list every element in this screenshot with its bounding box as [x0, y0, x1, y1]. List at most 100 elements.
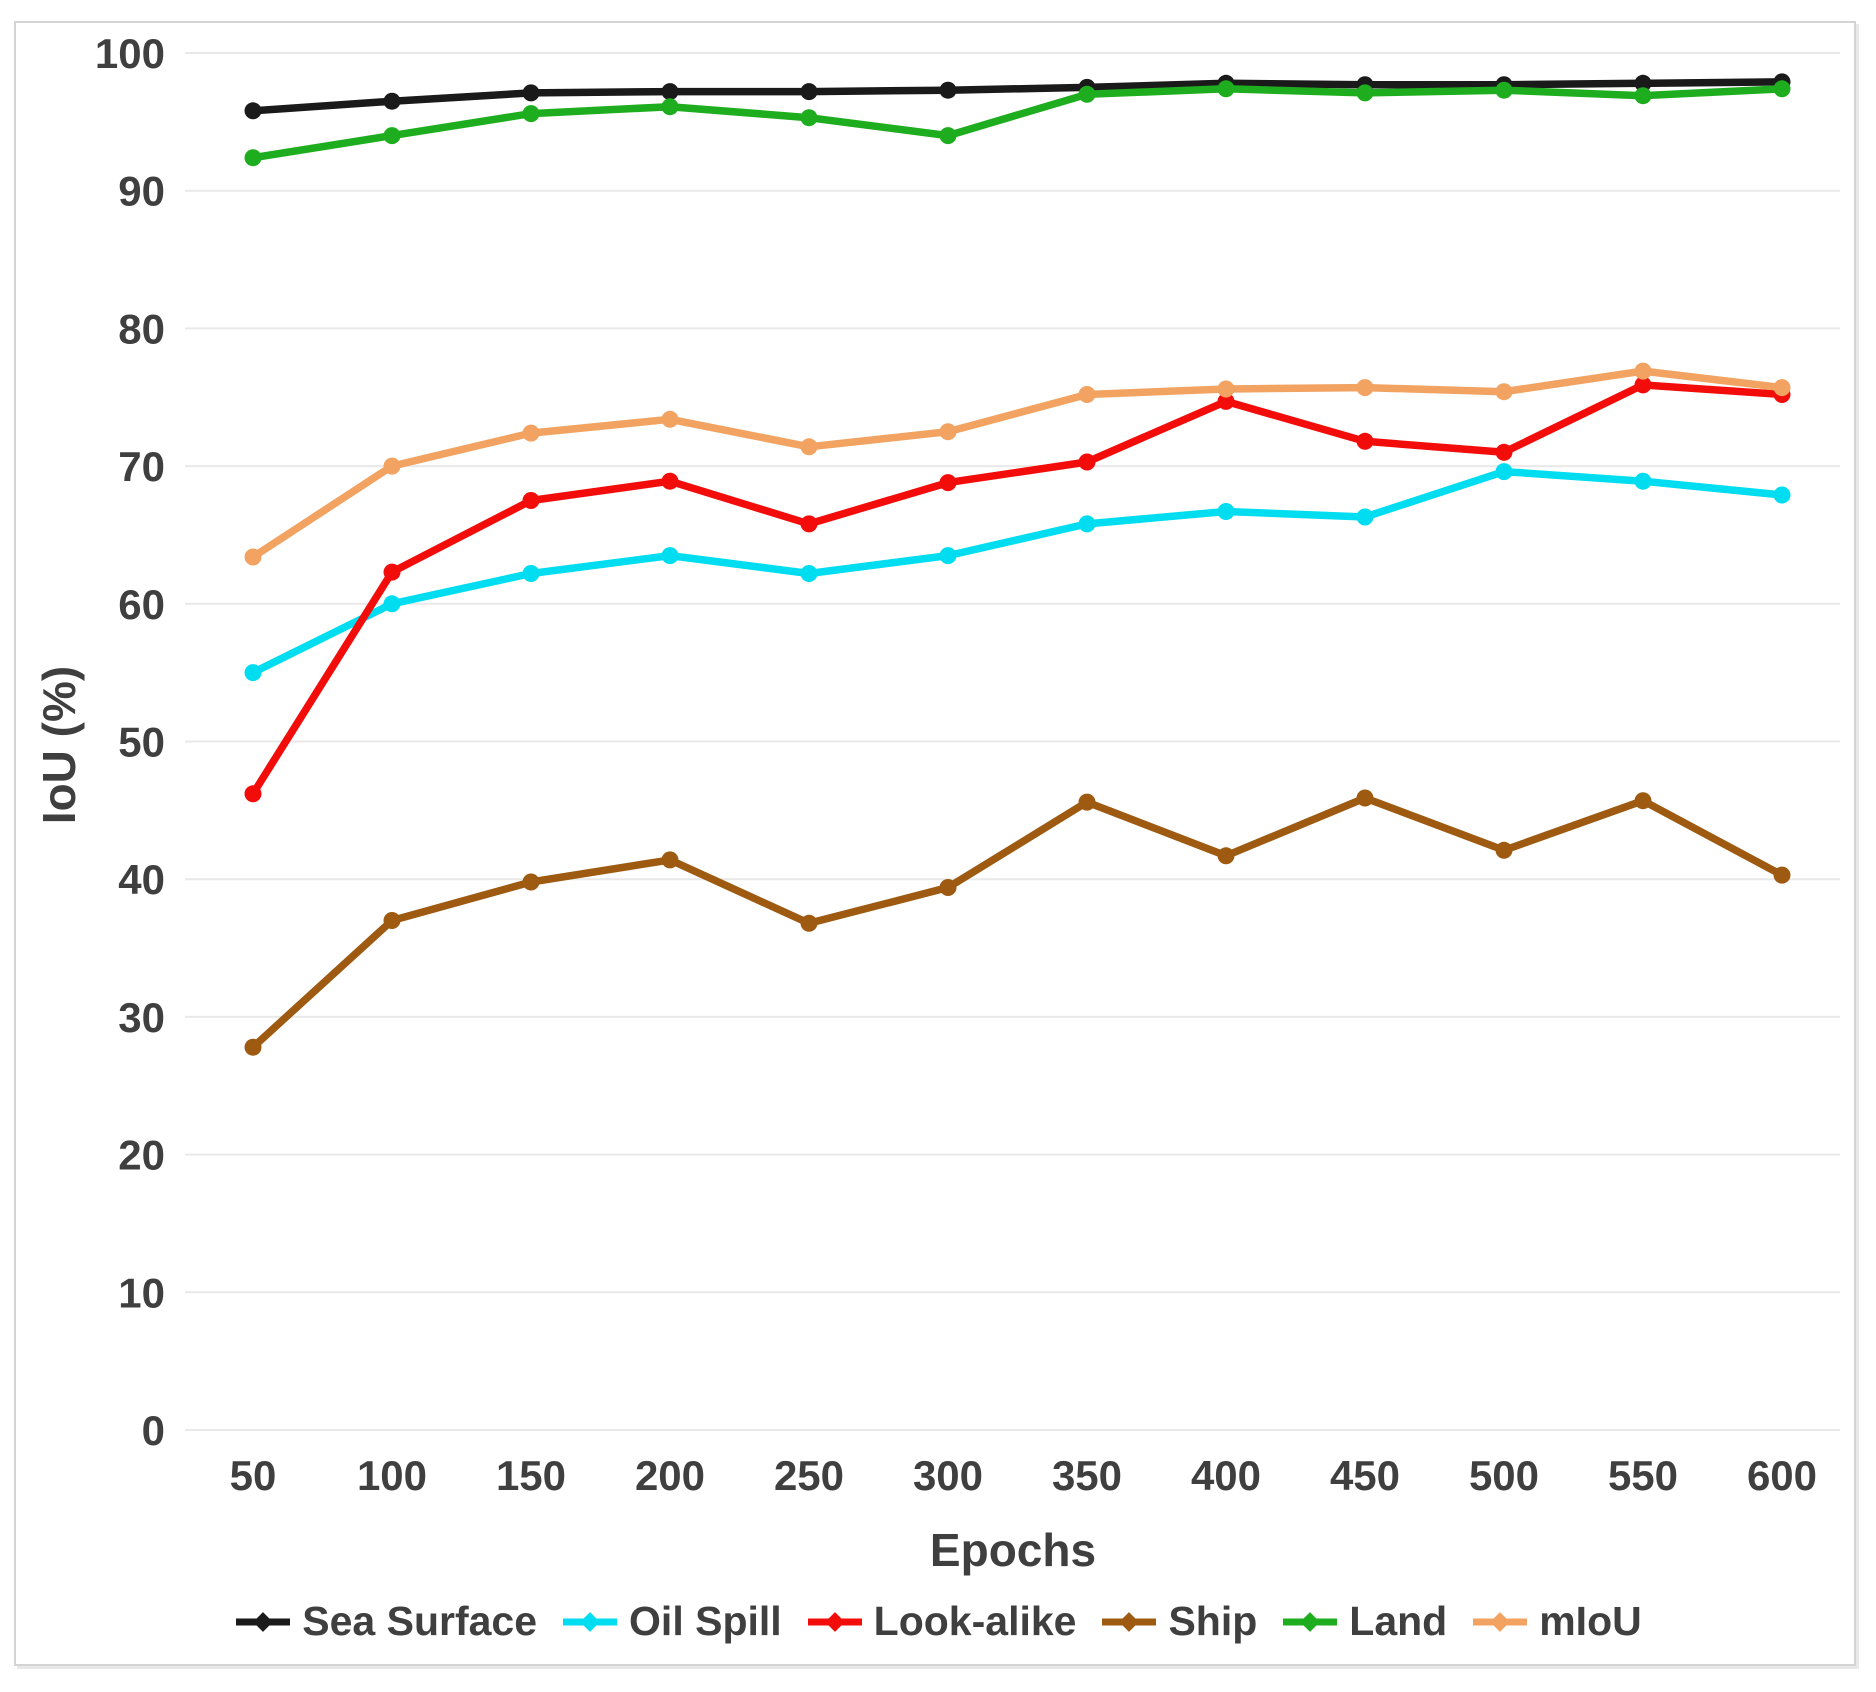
data-point-oil-spill	[1078, 515, 1096, 533]
data-point-miou	[939, 423, 957, 441]
y-tick-label: 50	[118, 719, 165, 766]
data-point-land	[244, 149, 262, 167]
data-point-land	[1634, 87, 1652, 105]
legend-item-sea-surface: Sea Surface	[234, 1598, 537, 1645]
data-point-miou	[1773, 379, 1791, 397]
legend-item-land: Land	[1281, 1598, 1447, 1645]
data-point-ship	[1773, 866, 1791, 884]
data-point-ship	[939, 879, 957, 896]
data-point-land	[1078, 85, 1096, 103]
series-land	[244, 80, 1791, 167]
data-point-oil-spill	[1773, 486, 1791, 504]
data-point-look-alike	[383, 563, 401, 581]
x-axis-title: Epochs	[930, 1524, 1096, 1576]
ticks-layer: 0 10 20 30 40 50 60 70 80 90 100 50 100 150 200 250 300 3…	[95, 30, 1817, 1499]
legend-item-oil-spill: Oil Spill	[561, 1598, 782, 1645]
x-tick-label: 450	[1330, 1452, 1400, 1499]
series-oil-spill	[244, 463, 1791, 682]
x-tick-label: 300	[913, 1452, 983, 1499]
data-point-oil-spill	[1495, 463, 1513, 481]
data-point-land	[800, 109, 818, 127]
y-tick-label: 100	[95, 30, 165, 77]
series-ship	[244, 789, 1791, 1056]
data-point-miou	[244, 548, 262, 566]
data-point-land	[383, 127, 401, 145]
data-point-ship	[244, 1038, 262, 1056]
data-point-miou	[661, 410, 679, 428]
data-point-miou	[1078, 386, 1096, 403]
x-tick-label: 350	[1052, 1452, 1122, 1499]
y-tick-label: 90	[118, 168, 165, 215]
data-point-oil-spill	[522, 565, 540, 582]
series-line-land	[249, 85, 1786, 162]
legend-label: Sea Surface	[302, 1598, 538, 1644]
data-point-ship	[1356, 789, 1374, 807]
data-point-miou	[1356, 379, 1374, 397]
series-look-alike	[244, 376, 1791, 803]
data-point-oil-spill	[800, 565, 818, 582]
data-point-land	[939, 127, 957, 145]
legend-label: Ship	[1168, 1598, 1258, 1644]
data-point-land	[522, 105, 540, 123]
y-tick-label: 60	[118, 581, 165, 628]
data-point-land	[1217, 80, 1235, 98]
data-point-oil-spill	[383, 595, 401, 613]
data-point-oil-spill	[1356, 508, 1374, 526]
data-point-ship	[800, 914, 818, 932]
data-point-ship	[661, 851, 679, 869]
data-point-sea-surface	[661, 83, 679, 101]
data-point-look-alike	[522, 492, 540, 509]
data-point-oil-spill	[661, 547, 679, 565]
data-point-miou	[522, 424, 540, 442]
data-point-oil-spill	[1217, 503, 1235, 520]
series-sea-surface	[244, 73, 1791, 120]
data-point-land	[1773, 80, 1791, 98]
x-tick-label: 600	[1747, 1452, 1817, 1499]
y-tick-label: 10	[118, 1269, 165, 1316]
data-point-look-alike	[1634, 376, 1652, 394]
data-point-look-alike	[244, 785, 262, 803]
series-line-ship	[249, 794, 1786, 1051]
legend-marker-icon	[807, 1611, 862, 1632]
data-point-land	[1356, 84, 1374, 102]
data-point-miou	[800, 438, 818, 456]
x-tick-label: 100	[357, 1452, 427, 1499]
legend-label: Land	[1349, 1598, 1448, 1644]
data-point-look-alike	[1078, 453, 1096, 471]
series-layer	[244, 73, 1791, 1056]
y-axis-title: IoU (%)	[33, 666, 85, 824]
x-tick-label: 50	[230, 1452, 277, 1499]
y-tick-label: 70	[118, 443, 165, 490]
data-point-ship	[522, 873, 540, 891]
legend-label: mIoU	[1539, 1598, 1642, 1644]
x-tick-label: 550	[1608, 1452, 1678, 1499]
x-tick-label: 250	[774, 1452, 844, 1499]
y-tick-label: 80	[118, 305, 165, 352]
data-point-look-alike	[1495, 443, 1513, 461]
legend-item-look-alike: Look-alike	[806, 1598, 1077, 1645]
legend-label: Look-alike	[873, 1598, 1077, 1644]
x-tick-label: 400	[1191, 1452, 1261, 1499]
data-point-ship	[1078, 793, 1096, 811]
data-point-ship	[1495, 841, 1513, 859]
legend-marker-icon	[1473, 1611, 1528, 1632]
data-point-oil-spill	[1634, 472, 1652, 490]
y-tick-label: 30	[118, 994, 165, 1041]
x-tick-label: 200	[635, 1452, 705, 1499]
data-point-miou	[383, 457, 401, 475]
grid-layer	[185, 52, 1840, 1431]
x-tick-label: 150	[496, 1452, 566, 1499]
series-line-oil-spill	[249, 467, 1786, 677]
y-tick-label: 40	[118, 856, 165, 903]
data-point-miou	[1495, 383, 1513, 401]
data-point-miou	[1217, 380, 1235, 398]
series-line-miou	[249, 367, 1786, 561]
series-line-look-alike	[249, 381, 1786, 798]
y-tick-label: 0	[142, 1407, 165, 1454]
chart-frame	[14, 21, 1856, 1666]
data-point-sea-surface	[522, 84, 540, 102]
data-point-sea-surface	[800, 83, 818, 101]
chart-legend: Sea Surface Oil Spill Look-alike Ship Land mI…	[0, 1598, 1876, 1645]
